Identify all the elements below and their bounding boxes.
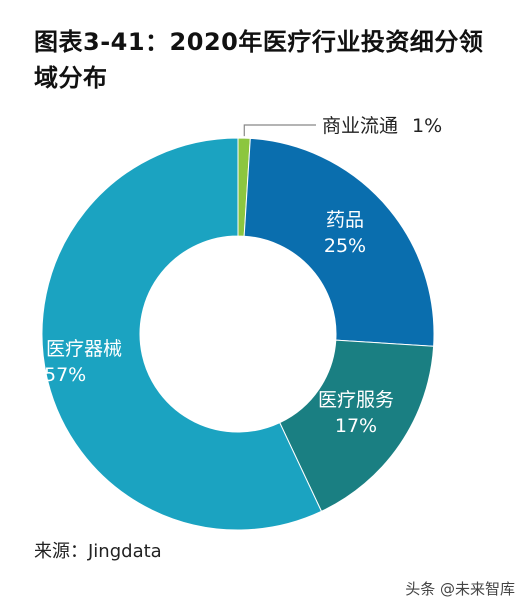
slice-value-label: 25% [324, 235, 366, 257]
slice-value-label: 57% [44, 364, 86, 386]
callout-line [244, 125, 316, 136]
slices [42, 138, 434, 530]
source-note: 来源：Jingdata [34, 537, 162, 563]
callout-label: 商业流通 1% [322, 115, 442, 137]
slice-value-label: 17% [335, 415, 377, 437]
slice-value-label: 1% [412, 115, 442, 137]
slice-category-label: 商业流通 [322, 115, 398, 137]
slice-category-label: 医疗服务 [318, 389, 394, 411]
slice-category-label: 医疗器械 [46, 338, 122, 360]
slice-category-label: 药品 [326, 209, 364, 231]
watermark: 头条 @未来智库 [405, 578, 515, 599]
